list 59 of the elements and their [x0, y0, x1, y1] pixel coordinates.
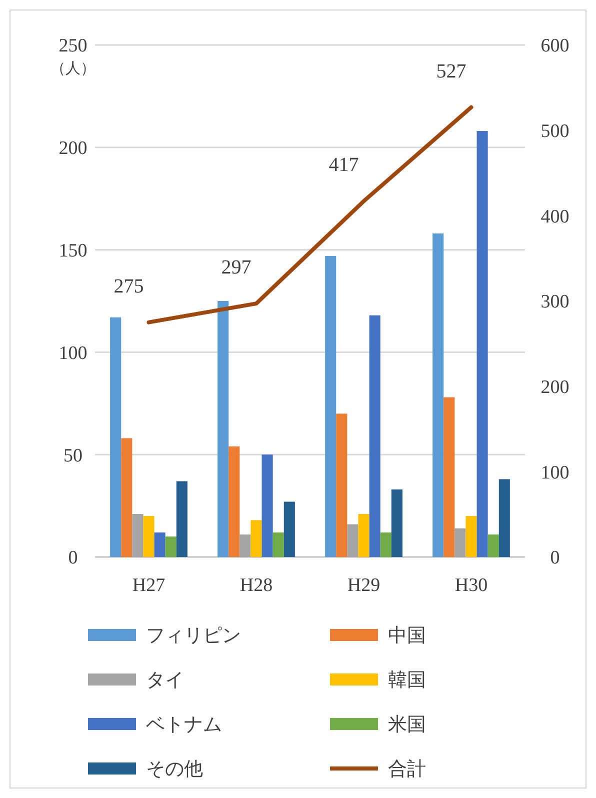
y-tick-label: 150 — [58, 240, 88, 262]
bar — [262, 454, 273, 557]
bar — [284, 502, 295, 557]
bar — [432, 233, 444, 557]
data-label: 527 — [436, 60, 466, 82]
bar — [325, 256, 336, 557]
bar — [454, 528, 466, 557]
bar — [132, 514, 144, 557]
y2-tick-label: 300 — [540, 292, 570, 313]
bar — [143, 516, 154, 557]
bar — [444, 397, 455, 557]
legend-label: フィリピン — [146, 624, 241, 647]
bar — [240, 534, 251, 557]
y-tick-label: 200 — [58, 138, 88, 160]
bar — [347, 524, 358, 557]
bar — [466, 516, 477, 557]
y2-tick-label: 600 — [540, 36, 570, 57]
bar — [369, 315, 380, 557]
bar — [358, 514, 370, 557]
bar — [165, 536, 176, 557]
bar — [250, 520, 262, 557]
x-tick-label: H29 — [347, 575, 380, 596]
annotation: （人） — [50, 61, 96, 77]
y2-tick-label: 500 — [540, 120, 570, 142]
bar — [218, 301, 229, 557]
data-label: 275 — [114, 275, 144, 298]
legend-label: 米国 — [388, 714, 426, 736]
bar — [391, 489, 402, 557]
bar — [110, 317, 122, 557]
bar — [336, 414, 348, 557]
x-tick-label: H28 — [240, 575, 273, 596]
bar — [476, 131, 488, 557]
y-tick-label: 0 — [68, 548, 78, 569]
legend-label: 中国 — [388, 624, 426, 647]
bar — [228, 446, 240, 557]
y-tick-label: 250 — [58, 36, 88, 57]
y-tick-label: 100 — [58, 342, 88, 364]
bar — [498, 479, 510, 557]
data-label: 297 — [221, 256, 252, 279]
legend-label: 韓国 — [388, 669, 426, 692]
legend-label: タイ — [146, 669, 184, 692]
bar — [176, 481, 188, 557]
y2-tick-label: 200 — [540, 376, 570, 398]
y2-tick-label: 0 — [550, 548, 560, 569]
legend-label: その他 — [146, 758, 203, 780]
bar — [121, 438, 132, 557]
x-tick-label: H27 — [132, 575, 166, 596]
y-tick-label: 50 — [64, 445, 82, 466]
y2-tick-label: 400 — [540, 206, 570, 228]
bar — [272, 532, 284, 557]
bar — [380, 532, 392, 557]
line-series — [146, 105, 474, 324]
x-tick-label: H30 — [454, 575, 488, 596]
legend-label: 合計 — [388, 758, 426, 780]
legend-label: ベトナム — [146, 714, 222, 736]
bar — [488, 534, 499, 557]
data-label: 417 — [328, 154, 359, 176]
bar — [154, 532, 166, 557]
y2-tick-label: 100 — [540, 462, 570, 484]
